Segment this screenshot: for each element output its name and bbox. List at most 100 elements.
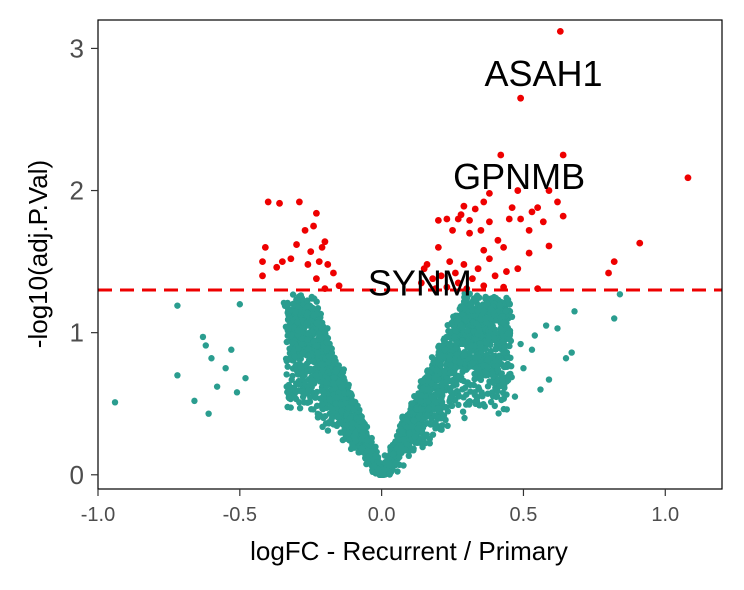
nonsignificant-point [349, 399, 356, 406]
nonsignificant-point [498, 371, 505, 379]
significant-point [307, 248, 315, 256]
nonsignificant-point [418, 392, 425, 399]
nonsignificant-point [462, 315, 469, 322]
nonsignificant-point [305, 387, 312, 394]
nonsignificant-point [282, 323, 290, 330]
significant-point [417, 279, 425, 287]
nonsignificant-point [531, 332, 538, 339]
nonsignificant-point [345, 381, 352, 388]
gene-label-synm: SYNM [368, 263, 472, 304]
nonsignificant-point [435, 388, 442, 395]
nonsignificant-point [469, 359, 476, 367]
nonsignificant-point [431, 422, 439, 429]
significant-point [454, 279, 462, 287]
nonsignificant-point [452, 327, 459, 334]
nonsignificant-point [332, 368, 340, 375]
significant-point [539, 218, 547, 226]
significant-point [295, 198, 303, 206]
nonsignificant-point [358, 413, 365, 420]
gene-annotations: ASAH1 GPNMB SYNM [368, 53, 603, 303]
nonsignificant-point [367, 448, 375, 455]
nonsignificant-point [298, 388, 306, 395]
nonsignificant-point [291, 353, 299, 360]
nonsignificant-point [330, 374, 338, 381]
nonsignificant-point [291, 393, 298, 401]
y-axis: 0 1 2 3 [70, 33, 98, 490]
significant-point [434, 216, 442, 224]
nonsignificant-point [284, 403, 291, 411]
nonsignificant-point [392, 460, 399, 467]
nonsignificant-point [282, 355, 290, 362]
y-tick-label: 1 [70, 318, 84, 348]
nonsignificant-point [476, 402, 483, 409]
nonsignificant-point [508, 363, 515, 370]
nonsignificant-point [545, 376, 553, 383]
x-tick-label: -1.0 [81, 504, 115, 526]
nonsignificant-point [472, 375, 479, 382]
nonsignificant-point [437, 396, 444, 404]
nonsignificant-point [304, 336, 311, 343]
nonsignificant-point [308, 376, 316, 384]
nonsignificant-point [616, 291, 624, 298]
nonsignificant-point [504, 377, 512, 384]
nonsignificant-point [494, 388, 501, 395]
significant-point [545, 242, 553, 250]
nonsignificant-point [296, 399, 303, 406]
significant-point [443, 283, 451, 291]
significant-point [477, 226, 485, 234]
nonsignificant-point [501, 363, 508, 371]
nonsignificant-point [424, 373, 431, 380]
nonsignificant-point [339, 369, 347, 376]
nonsignificant-point [476, 327, 483, 334]
nonsignificant-point [284, 363, 291, 370]
significant-point [335, 282, 343, 290]
nonsignificant-point [313, 320, 320, 327]
plot-panel-border [97, 19, 723, 490]
significant-point [525, 226, 533, 234]
nonsignificant-point [456, 305, 463, 312]
significant-point [545, 187, 553, 194]
nonsignificant-point [443, 333, 450, 341]
nonsignificant-point [447, 361, 454, 369]
significant-point [460, 261, 468, 268]
nonsignificant-point [289, 291, 297, 298]
nonsignificant-point [406, 430, 413, 437]
significant-point [471, 205, 479, 213]
significant-point [315, 258, 323, 266]
nonsignificant-point [294, 296, 301, 304]
nonsignificant-point [405, 452, 412, 459]
nonsignificant-point [484, 390, 491, 397]
nonsignificant-point [358, 445, 366, 452]
nonsignificant-point [394, 468, 401, 475]
nonsignificant-point [284, 388, 291, 396]
nonsignificant-point [236, 301, 244, 308]
nonsignificant-point [325, 353, 333, 360]
nonsignificant-point [302, 361, 310, 368]
nonsignificant-point [511, 393, 519, 400]
nonsignificant-point [313, 388, 321, 396]
nonsignificant-point [318, 335, 325, 342]
nonsignificant-point [330, 380, 337, 387]
nonsignificant-point [571, 308, 578, 315]
nonsignificant-point [504, 296, 512, 304]
nonsignificant-point [404, 441, 411, 448]
nonsignificant-point [468, 342, 475, 349]
nonsignificant-point [464, 327, 471, 334]
significant-point [514, 187, 522, 194]
significant-point [610, 258, 618, 266]
significant-point [420, 265, 428, 273]
nonsignificant-point [288, 331, 295, 339]
nonsignificant-point [468, 307, 476, 314]
nonsignificant-point [292, 308, 299, 315]
nonsignificant-point [304, 399, 311, 406]
nonsignificant-point [455, 393, 463, 400]
nonsignificant-point [491, 402, 498, 410]
significant-point [434, 243, 442, 251]
nonsignificant-point [283, 338, 290, 346]
nonsignificant-point [461, 351, 468, 359]
nonsignificant-point [447, 385, 454, 392]
nonsignificant-point [314, 349, 321, 357]
nonsignificant-point [489, 370, 496, 378]
nonsignificant-point [419, 377, 426, 385]
nonsignificant-point [399, 428, 406, 435]
